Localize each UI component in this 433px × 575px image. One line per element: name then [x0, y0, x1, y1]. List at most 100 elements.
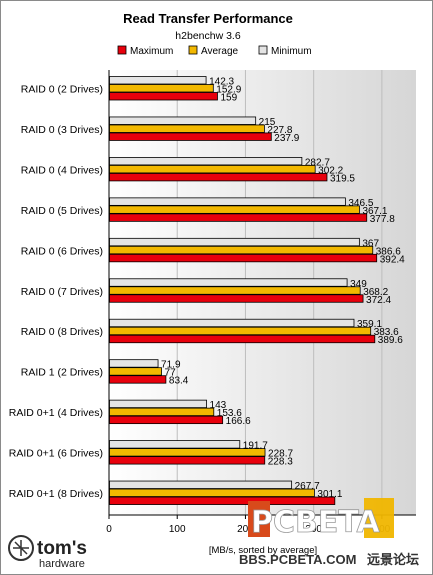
category-label: RAID 0 (5 Drives) [21, 205, 103, 217]
value-label-maximum: 372.4 [366, 295, 391, 306]
bar-minimum [109, 157, 303, 166]
bar-maximum [109, 496, 336, 505]
bar-minimum [109, 116, 257, 125]
logo-emblem-mark [13, 540, 29, 556]
category-label: RAID 0+1 (4 Drives) [9, 407, 103, 419]
value-label-minimum: 191.7 [243, 441, 268, 452]
bar-average [109, 488, 315, 497]
category-label: RAID 1 (2 Drives) [21, 367, 103, 379]
legend-label-average: Average [201, 46, 239, 57]
value-label-minimum: 282.7 [305, 157, 330, 168]
value-label-average: 77 [165, 368, 177, 379]
x-tick-label: 100 [169, 524, 186, 535]
value-label-maximum: 389.6 [378, 335, 403, 346]
bar-average [109, 326, 372, 336]
value-label-minimum: 367 [362, 238, 379, 249]
chart-subtitle: h2benchw 3.6 [175, 30, 241, 42]
value-label-minimum: 349 [350, 279, 367, 290]
watermark-text: PCBETA [251, 505, 380, 540]
logo-emblem-icon [8, 535, 34, 561]
category-label: RAID 0 (4 Drives) [21, 164, 103, 176]
bar-maximum [109, 456, 266, 465]
value-label-maximum: 166.6 [226, 416, 251, 427]
logo-text: tom's [37, 538, 87, 559]
toms-hardware-logo: tom's hardware [8, 535, 87, 570]
bar-maximum [109, 132, 272, 141]
value-label-maximum: 377.8 [370, 214, 395, 225]
category-label: RAID 0+1 (8 Drives) [9, 488, 103, 500]
bar-average [109, 165, 316, 174]
bar-minimum [109, 359, 159, 368]
bar-average [109, 367, 162, 376]
category-label: RAID 0 (2 Drives) [21, 84, 103, 96]
value-label-minimum: 71.9 [161, 360, 181, 371]
watermark-cn: 远景论坛 [367, 552, 419, 568]
bar-average [109, 448, 266, 457]
x-tick-label: 300 [305, 524, 322, 535]
bar-average [109, 245, 374, 255]
bar-minimum [109, 76, 207, 85]
value-label-average: 302.2 [318, 165, 343, 176]
bar-average [109, 407, 215, 417]
value-label-maximum: 237.9 [274, 133, 299, 144]
bar-maximum [109, 415, 224, 425]
bar-minimum [109, 278, 348, 287]
category-label: RAID 0+1 (6 Drives) [9, 448, 103, 460]
value-label-maximum: 159 [220, 93, 237, 104]
legend-swatch-maximum [117, 45, 127, 55]
value-label-minimum: 143 [210, 400, 227, 411]
bar-average [109, 124, 265, 133]
bar-minimum [109, 440, 241, 449]
value-label-average: 228.7 [268, 449, 293, 460]
bar-minimum [109, 399, 207, 409]
bar-minimum [109, 318, 355, 328]
category-label: RAID 0 (6 Drives) [21, 245, 103, 257]
legend-label-minimum: Minimum [271, 46, 312, 57]
logo-subtext: hardware [39, 558, 85, 570]
category-label: RAID 0 (7 Drives) [21, 286, 103, 298]
value-label-maximum: 392.4 [380, 254, 405, 265]
legend-label-maximum: Maximum [130, 46, 173, 57]
watermark-url: BBS.PCBETA.COM [239, 552, 356, 567]
value-label-maximum: 319.5 [330, 173, 355, 184]
x-axis-label: [MB/s, sorted by average] [209, 545, 317, 556]
watermark-block-icon [248, 501, 270, 537]
chart-title: Read Transfer Performance [123, 11, 293, 26]
value-label-average: 152.9 [216, 85, 241, 96]
bar-maximum [109, 375, 167, 384]
bar-average [109, 84, 214, 93]
bar-minimum [109, 237, 360, 247]
value-label-average: 386.6 [376, 246, 401, 257]
value-label-average: 301.1 [317, 489, 342, 500]
value-label-minimum: 142.3 [209, 77, 234, 88]
bar-maximum [109, 173, 328, 182]
value-label-average: 383.6 [374, 327, 399, 338]
category-label: RAID 0 (8 Drives) [21, 326, 103, 338]
value-label-average: 227.8 [267, 125, 292, 136]
bar-maximum [109, 92, 218, 101]
category-label: RAID 0 (3 Drives) [21, 124, 103, 136]
bar-minimum [109, 197, 346, 206]
value-label-average: 367.1 [362, 206, 387, 217]
value-label-maximum: 83.4 [169, 376, 189, 387]
pcbeta-watermark: PCBETA BBS.PCBETA.COM 远景论坛 [239, 498, 419, 568]
legend-swatch-average [188, 45, 198, 55]
bar-minimum [109, 480, 293, 489]
value-label-maximum: 228.3 [268, 457, 293, 468]
bar-maximum [109, 334, 376, 344]
bar-maximum [109, 213, 368, 222]
legend-swatch-minimum [258, 45, 268, 55]
category-labels: RAID 0 (2 Drives) RAID 0 (3 Drives) RAID 0… [9, 84, 103, 501]
bar-average [109, 205, 360, 214]
value-label-minimum: 267.7 [295, 481, 320, 492]
x-tick-label: 200 [237, 524, 254, 535]
value-label-minimum: 359.1 [357, 319, 382, 330]
value-label-average: 153.6 [217, 408, 242, 419]
value-label-minimum: 215 [259, 117, 276, 128]
legend: Maximum Average Minimum [117, 45, 312, 57]
bar-maximum [109, 253, 378, 263]
bar-maximum [109, 294, 364, 303]
